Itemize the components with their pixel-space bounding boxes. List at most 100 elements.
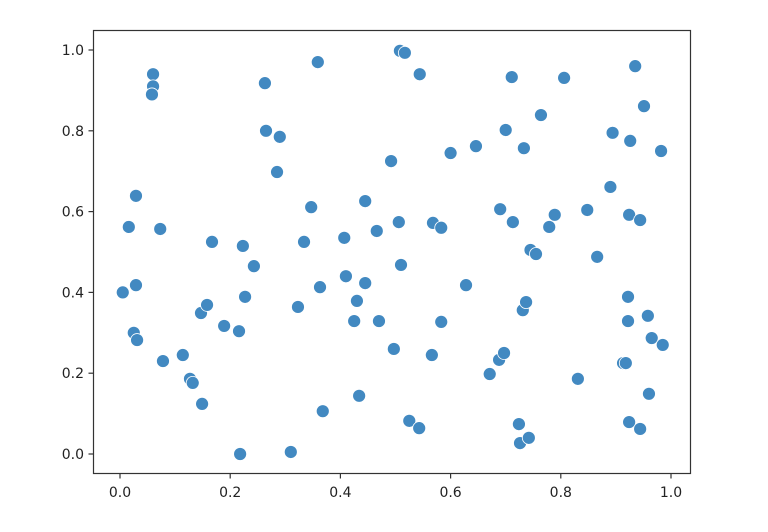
data-point (412, 67, 427, 82)
data-point (633, 213, 648, 227)
data-point (642, 386, 656, 401)
y-axis: 0.0 0.2 0.4 0.6 0.8 1.0 (62, 43, 94, 463)
y-tick-label: 1.0 (62, 43, 84, 59)
data-point (628, 59, 643, 74)
data-point (386, 342, 401, 356)
data-point (402, 413, 417, 428)
x-tick-label: 1.0 (660, 485, 682, 501)
data-point (412, 421, 427, 436)
data-point (570, 371, 585, 386)
data-point (146, 67, 160, 82)
data-point (217, 319, 232, 333)
y-tick-label: 0.4 (62, 285, 84, 301)
data-point (233, 447, 248, 461)
data-point (350, 293, 364, 308)
data-point (621, 314, 635, 328)
data-point (397, 45, 412, 60)
data-point (175, 348, 190, 362)
data-point (145, 87, 159, 102)
data-point (129, 188, 143, 203)
data-point (369, 224, 384, 238)
data-point (529, 247, 543, 261)
data-point (644, 331, 659, 345)
data-point (347, 314, 362, 328)
data-point (654, 144, 668, 158)
data-point (655, 338, 670, 352)
data-point (115, 285, 130, 300)
data-point (129, 278, 143, 293)
data-point (622, 207, 637, 222)
data-point (622, 415, 637, 429)
data-point (623, 133, 638, 148)
scatter-points (115, 43, 670, 461)
data-point (633, 422, 648, 436)
data-point (156, 354, 170, 368)
data-point (258, 76, 272, 91)
y-tick-label: 0.8 (62, 124, 84, 140)
data-point (590, 249, 605, 264)
data-point (519, 295, 533, 309)
data-point (313, 280, 327, 295)
data-point (618, 356, 633, 371)
data-point (315, 404, 330, 419)
data-point (352, 388, 367, 403)
x-tick-label: 0.2 (219, 485, 241, 501)
data-point (580, 203, 595, 217)
data-point (640, 308, 655, 323)
data-point (424, 348, 439, 362)
plot-frame (92, 29, 692, 475)
data-point (291, 300, 305, 314)
data-point (482, 367, 497, 381)
data-point (259, 123, 273, 138)
data-point (512, 417, 526, 432)
data-point (246, 259, 261, 274)
data-point (297, 234, 311, 249)
data-point (557, 70, 572, 85)
data-point (504, 70, 519, 84)
y-tick-label: 0.6 (62, 205, 84, 221)
data-point (238, 289, 252, 304)
data-point (272, 129, 287, 144)
data-point (339, 269, 353, 284)
data-point (505, 215, 520, 230)
data-point (384, 154, 398, 169)
data-point (497, 346, 511, 360)
data-point (391, 215, 406, 230)
data-point (337, 230, 352, 245)
data-point (270, 165, 284, 179)
data-point (372, 314, 386, 328)
data-point (516, 141, 531, 156)
x-tick-label: 0.8 (550, 485, 572, 501)
data-point (498, 123, 513, 137)
y-tick-label: 0.0 (62, 447, 84, 463)
data-point (637, 99, 651, 114)
x-tick-label: 0.0 (109, 485, 131, 501)
data-point (459, 278, 473, 293)
data-point (621, 289, 635, 304)
data-point (547, 207, 562, 222)
data-point (443, 146, 458, 160)
data-point (235, 239, 250, 253)
x-tick-label: 0.4 (329, 485, 351, 501)
data-point (534, 108, 548, 122)
data-point (304, 200, 319, 215)
data-point (493, 202, 508, 217)
data-point (185, 375, 200, 390)
data-point (394, 258, 408, 272)
data-point (200, 298, 214, 312)
data-point (232, 324, 246, 339)
x-axis: 0.0 0.2 0.4 0.6 0.8 1.0 (109, 473, 682, 501)
data-point (521, 430, 536, 445)
data-point (153, 222, 168, 236)
data-point (434, 220, 449, 235)
data-point (358, 194, 373, 208)
data-point (283, 445, 298, 459)
data-point (205, 234, 219, 249)
y-tick-label: 0.2 (62, 366, 84, 382)
data-point (310, 55, 325, 70)
data-point (605, 125, 620, 140)
data-point (121, 220, 136, 234)
data-point (195, 397, 209, 411)
data-point (603, 180, 618, 194)
